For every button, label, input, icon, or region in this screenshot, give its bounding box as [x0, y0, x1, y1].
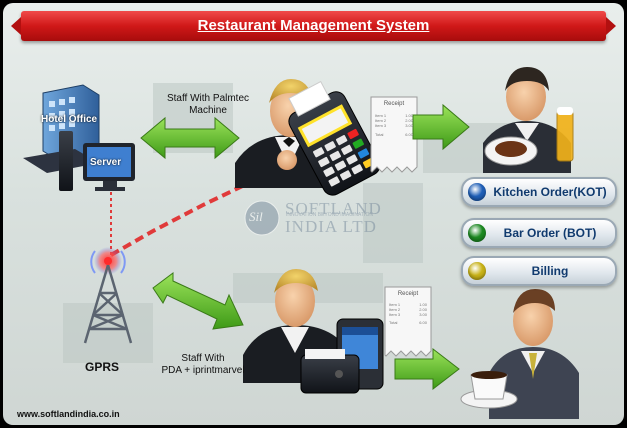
gprs-label: GPRS [85, 360, 120, 374]
receipt-item: Item 3 [375, 123, 387, 128]
staff-palmtec-label-line1: Staff With Palmtec [166, 93, 250, 104]
softland-logo-icon [244, 200, 280, 236]
receipt-amount: 3.00 [405, 123, 413, 128]
double-arrow-top [140, 116, 240, 160]
staff-pda-label: Staff With PDA + iprintmarvel [153, 353, 253, 377]
staff-palmtec-label: Staff With Palmtec Machine [153, 93, 263, 117]
waiter-palmtec-figure [235, 79, 381, 196]
staff-palmtec-label-line2: Machine [189, 105, 227, 116]
watermark-tagline: INNOVATION BEYOND IMAGINATION [286, 212, 373, 218]
watermark-logo-text: Sil [249, 209, 263, 224]
arrow-to-customer-top [412, 103, 470, 151]
billing-option[interactable]: Billing [461, 256, 617, 286]
kot-label: Kitchen Order(KOT) [493, 185, 607, 199]
page-title: Restaurant Management System [197, 17, 430, 34]
watermark-name-line1: SOFTLAND [285, 199, 382, 218]
staff-pda-label-line1: Staff With [181, 353, 225, 364]
receipt-bottom [384, 286, 432, 357]
receipt-top [370, 96, 418, 173]
receipt-amount: 1.00 [419, 302, 427, 307]
bg-chair [363, 183, 423, 263]
receipt-amount: 2.00 [405, 118, 413, 123]
receipt-total: Total 6.00 [389, 320, 427, 325]
billing-label: Billing [531, 264, 569, 278]
hotel-office-icon [23, 84, 135, 191]
receipt-row: Item 3 3.00 [375, 123, 413, 128]
bg-chair [63, 303, 153, 363]
bot-option[interactable]: Bar Order (BOT) [461, 218, 617, 248]
receipt-total: Total 6.00 [375, 132, 413, 137]
kot-indicator [468, 183, 486, 201]
receipt-item: Item 2 [389, 307, 401, 312]
receipt-item: Item 3 [389, 312, 401, 317]
title-banner: Restaurant Management System [11, 11, 616, 41]
customer-coffee-figure [460, 289, 579, 419]
receipt-total-label: Total [375, 132, 384, 137]
arrow-to-customer-bottom [394, 347, 460, 391]
receipt-top-content: Receipt Item 1 1.00 Item 2 2.00 Item 3 3.00… [375, 101, 413, 137]
receipt-header: Receipt [383, 101, 405, 107]
footer-url[interactable]: www.softlandindia.co.in [17, 409, 120, 419]
receipt-item: Item 1 [375, 113, 387, 118]
receipt-total-value: 6.00 [419, 320, 427, 325]
bot-label: Bar Order (BOT) [503, 226, 597, 240]
receipt-amount: 1.00 [405, 113, 413, 118]
receipt-row: Item 2 2.00 [375, 118, 413, 123]
server-label: Server [90, 157, 122, 168]
bot-indicator [468, 224, 486, 242]
receipt-header: Receipt [397, 291, 419, 297]
staff-pda-label-line2: PDA + iprintmarvel [161, 365, 245, 376]
receipt-amount: 2.00 [419, 307, 427, 312]
receipt-total-value: 6.00 [405, 132, 413, 137]
receipt-total-label: Total [389, 320, 398, 325]
receipt-item: Item 2 [375, 118, 387, 123]
kot-option[interactable]: Kitchen Order(KOT) [461, 177, 617, 207]
receipt-amount: 3.00 [419, 312, 427, 317]
double-arrow-bottom [152, 272, 244, 330]
receipt-row: Item 3 3.00 [389, 312, 427, 317]
receipt-item: Item 1 [389, 302, 401, 307]
receipt-bottom-content: Receipt Item 1 1.00 Item 2 2.00 Item 3 3.00… [389, 291, 427, 325]
billing-indicator [468, 262, 486, 280]
customer-steak-figure [483, 67, 574, 173]
gprs-tower-icon [83, 247, 133, 344]
diagram-canvas: Restaurant Management System [3, 3, 624, 425]
diagram-graphics [23, 67, 579, 419]
hotel-office-label: Hotel Office [41, 114, 98, 125]
receipt-row: Item 1 1.00 [375, 113, 413, 118]
receipt-row: Item 1 1.00 [389, 302, 427, 307]
receipt-row: Item 2 2.00 [389, 307, 427, 312]
watermark-name-line2: INDIA LTD [285, 217, 377, 236]
waiter-pda-figure [243, 269, 384, 394]
